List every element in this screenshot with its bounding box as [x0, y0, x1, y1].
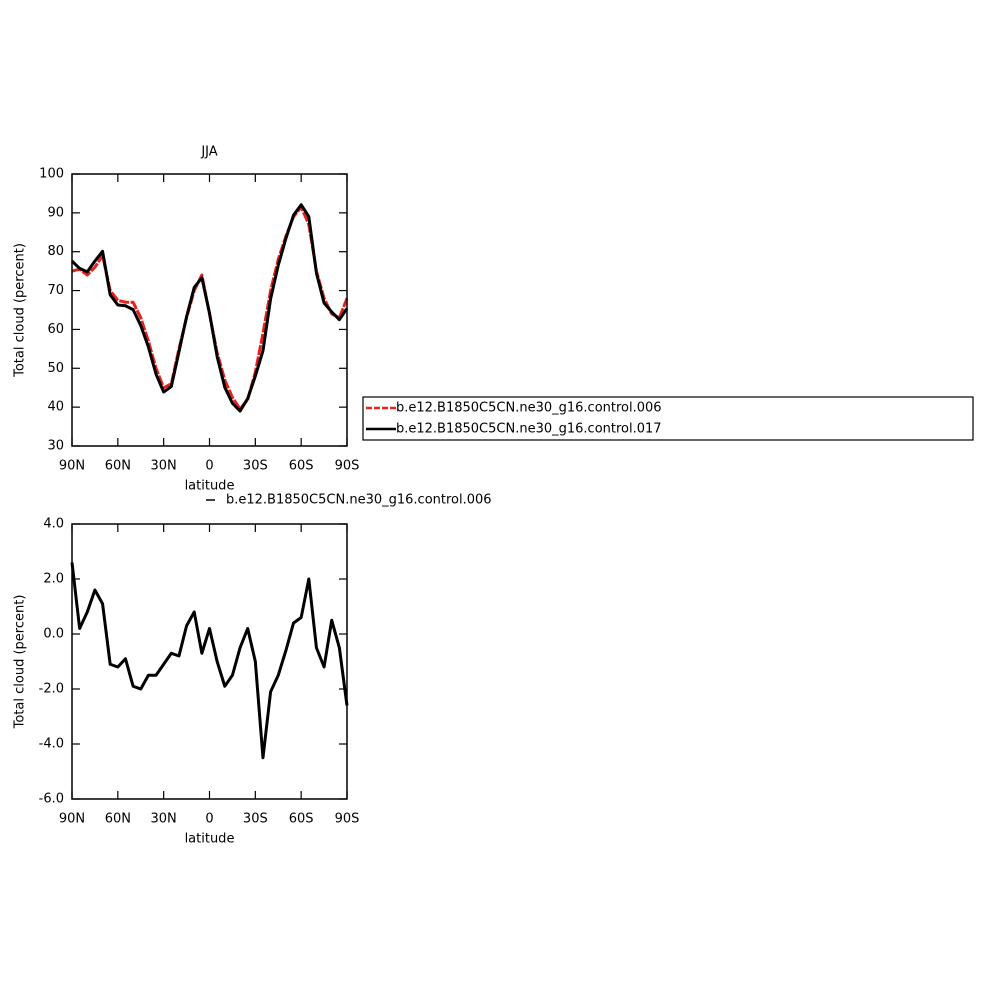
x-tick-label: 30S [243, 459, 268, 474]
legend-label: b.e12.B1850C5CN.ne30_g16.control.017 [396, 422, 662, 437]
y-tick-label: 90 [47, 205, 64, 220]
y-tick-label: 60 [47, 322, 64, 337]
x-axis-label: latitude [185, 832, 235, 847]
y-tick-label: 70 [47, 283, 64, 298]
x-tick-label: 90N [59, 459, 85, 474]
x-tick-label: 30S [243, 812, 268, 827]
plot-frame [71, 523, 348, 800]
y-tick-label: 40 [47, 400, 64, 415]
legend-box [362, 396, 974, 441]
y-tick-label: 2.0 [43, 572, 64, 587]
y-tick-label: -2.0 [39, 682, 64, 697]
x-tick-label: 90S [335, 812, 360, 827]
data-line [70, 203, 349, 413]
x-tick-label: 60N [105, 459, 131, 474]
y-tick-label: -4.0 [39, 737, 64, 752]
x-tick-label: 60S [289, 812, 314, 827]
chart-title: JJA [200, 145, 217, 160]
y-tick-label: 4.0 [43, 517, 64, 532]
y-tick-label: 80 [47, 244, 64, 259]
data-line [70, 562, 349, 760]
y-tick-label: -6.0 [39, 792, 64, 807]
x-tick-label: 90S [335, 459, 360, 474]
y-tick-label: 30 [47, 439, 64, 454]
y-tick-label: 100 [39, 167, 64, 182]
x-tick-label: 60N [105, 812, 131, 827]
x-tick-label: 0 [205, 812, 213, 827]
x-tick-label: 90N [59, 812, 85, 827]
x-tick-label: 0 [205, 459, 213, 474]
x-tick-label: 30N [151, 812, 177, 827]
y-tick-label: 0.0 [43, 627, 64, 642]
y-axis-label: Total cloud (percent) [13, 595, 28, 730]
x-tick-label: 60S [289, 459, 314, 474]
legend-label: b.e12.B1850C5CN.ne30_g16.control.006 [226, 493, 492, 508]
x-axis-label: latitude [185, 479, 235, 494]
legend-label: b.e12.B1850C5CN.ne30_g16.control.006 [396, 401, 662, 416]
y-tick-label: 50 [47, 361, 64, 376]
plot-frame [71, 173, 348, 447]
x-tick-label: 30N [151, 459, 177, 474]
y-axis-label: Total cloud (percent) [13, 243, 28, 378]
